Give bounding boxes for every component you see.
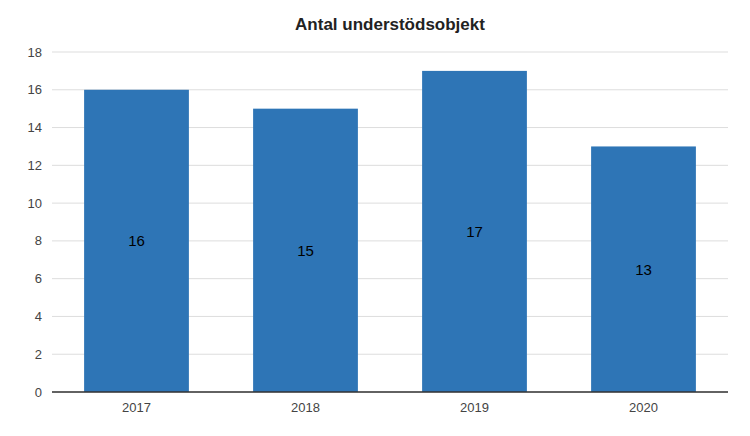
y-tick-label: 6: [35, 271, 42, 286]
data-label: 17: [466, 223, 483, 240]
x-tick-labels: 2017 2018 2019 2020: [122, 400, 658, 415]
y-tick-label: 0: [35, 385, 42, 400]
data-labels: 16 15 17 13: [128, 223, 652, 278]
y-tick-label: 10: [28, 196, 42, 211]
page: {"chart_data": {"type": "bar", "title": …: [0, 0, 750, 436]
y-grid: [52, 52, 728, 392]
bar: [84, 90, 189, 392]
data-label: 15: [297, 242, 314, 259]
y-tick-label: 2: [35, 347, 42, 362]
y-tick-label: 4: [35, 309, 42, 324]
y-tick-label: 12: [28, 158, 42, 173]
x-tick-label: 2019: [460, 400, 489, 415]
x-tick-label: 2018: [291, 400, 320, 415]
chart-svg: Antal understödsobjekt024681012141618161…: [0, 0, 750, 436]
y-tick-label: 8: [35, 233, 42, 248]
y-tick-label: 18: [28, 45, 42, 60]
grid-line: [52, 392, 728, 393]
bar: [591, 146, 696, 392]
bars: [84, 71, 696, 392]
y-tick-label: 16: [28, 82, 42, 97]
data-label: 13: [635, 261, 652, 278]
bar: [422, 71, 527, 392]
x-tick-label: 2017: [122, 400, 151, 415]
y-tick-labels: 0 2 4 6 8 10 12 14 16 18: [28, 45, 42, 400]
chart-container: Antal understödsobjekt024681012141618161…: [0, 0, 750, 436]
x-axis-line: [52, 391, 728, 393]
data-label: 16: [128, 232, 145, 249]
bar: [253, 109, 358, 392]
title: Antal understödsobjekt: [295, 15, 485, 34]
y-tick-label: 14: [28, 120, 42, 135]
x-tick-label: 2020: [629, 400, 658, 415]
grid-line: [52, 52, 728, 53]
